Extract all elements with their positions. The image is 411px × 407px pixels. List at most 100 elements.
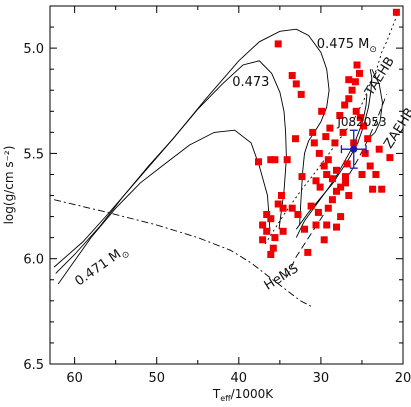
track-line-2	[57, 129, 271, 285]
track-line-0	[53, 28, 330, 268]
data-point-50	[274, 200, 282, 208]
x-tick-label-4: 20	[395, 371, 411, 386]
data-point-57	[271, 234, 279, 242]
data-point-40	[312, 221, 320, 229]
data-point-72	[298, 173, 306, 181]
data-point-8	[326, 124, 334, 132]
highlight-point	[350, 145, 358, 153]
data-point-19	[364, 135, 372, 143]
data-point-11	[341, 101, 349, 109]
data-point-13	[348, 86, 356, 94]
data-point-12	[345, 95, 353, 103]
data-point-76	[339, 128, 347, 136]
data-point-53	[294, 211, 302, 218]
data-point-77	[312, 177, 320, 185]
data-point-3	[292, 80, 300, 88]
data-point-1	[274, 40, 282, 48]
data-point-31	[333, 166, 340, 174]
data-point-22	[372, 171, 380, 178]
data-point-35	[337, 213, 345, 221]
data-point-27	[315, 149, 323, 157]
data-point-6	[318, 107, 326, 115]
data-point-9	[331, 139, 339, 147]
data-point-4	[297, 90, 305, 98]
data-point-42	[333, 223, 340, 231]
annotation-6: J082053	[336, 115, 386, 129]
annotation-4: TAEHB	[362, 54, 398, 99]
x-tick-label-2: 40	[231, 371, 248, 386]
x-tick-label-3: 30	[313, 371, 330, 386]
data-points	[255, 8, 400, 258]
plot-frame	[49, 5, 404, 365]
data-point-51	[279, 204, 287, 212]
data-point-54	[267, 215, 275, 223]
data-point-45	[255, 158, 262, 166]
data-point-56	[263, 227, 271, 235]
data-point-21	[366, 162, 374, 170]
highlight-star	[340, 129, 367, 169]
data-point-48	[283, 156, 291, 164]
data-point-46	[267, 156, 275, 164]
annotation-3: HeMS	[262, 261, 302, 293]
data-point-33	[342, 173, 349, 181]
annotation-0: 0.475 M⊙	[317, 37, 377, 55]
data-point-60	[259, 236, 267, 244]
data-point-44	[304, 248, 312, 256]
y-tick-label-1: 5.5	[23, 147, 44, 162]
data-point-68	[353, 61, 361, 69]
data-point-10	[336, 112, 344, 119]
x-tick-label-1: 50	[148, 371, 165, 386]
data-point-24	[378, 185, 386, 193]
data-point-49	[278, 192, 285, 199]
y-tick-label-3: 6.5	[23, 358, 44, 373]
track-line-3	[53, 199, 313, 308]
annotation-2: 0.471 M⊙	[72, 243, 132, 292]
plot-border	[49, 5, 404, 365]
data-point-39	[307, 202, 315, 210]
data-point-2	[288, 72, 296, 79]
data-point-67	[345, 76, 353, 84]
data-point-65	[358, 171, 366, 178]
x-tick-label-0: 60	[66, 371, 83, 386]
data-point-14	[351, 78, 359, 86]
data-point-25	[386, 154, 394, 162]
data-point-16	[352, 107, 360, 115]
data-point-34	[345, 192, 353, 199]
data-point-59	[269, 244, 277, 252]
data-point-69	[343, 160, 351, 168]
data-point-26	[375, 145, 383, 153]
data-point-37	[324, 204, 332, 212]
data-point-38	[316, 183, 324, 191]
data-point-17	[356, 114, 364, 122]
data-point-15	[356, 69, 363, 77]
data-point-36	[333, 187, 340, 195]
data-point-52	[288, 204, 296, 212]
data-point-5	[309, 128, 317, 136]
data-point-32	[337, 183, 345, 191]
y-axis-label: log(g/cm s⁻²)	[2, 146, 16, 225]
data-point-75	[328, 196, 336, 204]
data-point-70	[342, 179, 349, 187]
y-tick-label-2: 6.0	[23, 253, 44, 268]
data-point-64	[323, 171, 331, 178]
track-line-8	[368, 68, 383, 140]
track-line-1	[55, 60, 287, 274]
data-point-61	[263, 211, 271, 218]
x-axis-label: Teff/1000K	[212, 387, 274, 403]
data-point-41	[320, 236, 328, 244]
data-point-47	[271, 156, 279, 164]
data-point-29	[324, 156, 332, 164]
data-point-20	[361, 149, 369, 157]
data-point-43	[301, 225, 308, 233]
y-tick-label-0: 5.0	[23, 42, 44, 57]
annotation-1: 0.473	[232, 75, 269, 90]
data-point-73	[314, 208, 322, 216]
data-point-7	[322, 133, 330, 141]
data-point-18	[360, 122, 368, 130]
data-point-30	[328, 175, 336, 183]
data-point-71	[267, 251, 275, 258]
data-point-0	[392, 8, 400, 16]
data-point-62	[292, 135, 299, 143]
data-point-23	[369, 185, 377, 193]
